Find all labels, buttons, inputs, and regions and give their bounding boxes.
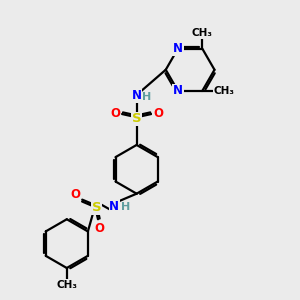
Text: N: N — [173, 42, 183, 55]
Text: N: N — [109, 200, 119, 213]
Text: S: S — [92, 202, 101, 214]
Text: CH₃: CH₃ — [56, 280, 77, 290]
Text: O: O — [95, 222, 105, 235]
Text: O: O — [110, 107, 120, 120]
Text: CH₃: CH₃ — [214, 86, 235, 96]
Text: H: H — [121, 202, 130, 212]
Text: N: N — [173, 84, 183, 98]
Text: S: S — [132, 112, 141, 125]
Text: CH₃: CH₃ — [192, 28, 213, 38]
Text: O: O — [71, 188, 81, 201]
Text: H: H — [142, 92, 152, 102]
Text: O: O — [153, 107, 163, 120]
Text: N: N — [132, 89, 142, 102]
